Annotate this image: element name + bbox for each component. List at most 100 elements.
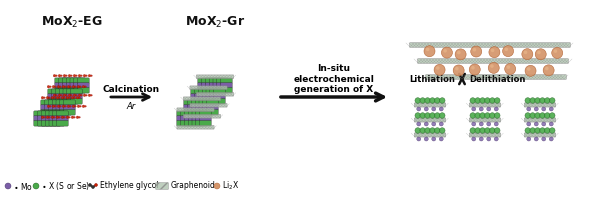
Circle shape [73, 116, 75, 118]
Circle shape [68, 94, 71, 97]
FancyBboxPatch shape [53, 111, 64, 116]
FancyBboxPatch shape [209, 83, 221, 88]
Circle shape [472, 48, 476, 52]
Circle shape [536, 49, 547, 60]
FancyBboxPatch shape [48, 98, 59, 104]
Circle shape [71, 95, 72, 96]
Circle shape [490, 128, 495, 133]
FancyBboxPatch shape [184, 121, 196, 126]
FancyBboxPatch shape [59, 87, 70, 93]
Circle shape [71, 96, 74, 99]
FancyBboxPatch shape [41, 100, 53, 106]
Circle shape [47, 105, 50, 108]
Circle shape [56, 96, 59, 99]
Circle shape [425, 128, 430, 133]
Circle shape [545, 67, 548, 70]
Circle shape [549, 122, 553, 126]
FancyBboxPatch shape [34, 116, 45, 121]
FancyBboxPatch shape [196, 75, 234, 78]
FancyBboxPatch shape [70, 94, 82, 99]
FancyBboxPatch shape [45, 111, 57, 116]
Circle shape [494, 107, 498, 111]
Circle shape [475, 98, 480, 103]
FancyBboxPatch shape [524, 118, 556, 122]
Circle shape [73, 94, 76, 97]
FancyBboxPatch shape [59, 89, 71, 95]
Circle shape [83, 74, 86, 77]
Circle shape [415, 98, 420, 103]
Circle shape [81, 95, 82, 96]
Circle shape [494, 113, 500, 118]
Circle shape [530, 98, 536, 103]
FancyBboxPatch shape [49, 121, 61, 126]
Circle shape [47, 85, 50, 88]
Circle shape [475, 113, 480, 118]
FancyBboxPatch shape [195, 98, 206, 104]
Circle shape [424, 46, 435, 57]
FancyBboxPatch shape [201, 78, 213, 84]
FancyBboxPatch shape [191, 94, 203, 99]
Circle shape [50, 106, 51, 107]
Circle shape [64, 97, 65, 98]
Circle shape [554, 49, 557, 53]
Circle shape [439, 122, 443, 126]
Circle shape [455, 49, 466, 60]
Circle shape [5, 183, 11, 189]
FancyBboxPatch shape [210, 94, 222, 99]
FancyBboxPatch shape [55, 83, 66, 88]
Circle shape [534, 107, 538, 111]
Text: Graphenoid: Graphenoid [171, 181, 216, 190]
FancyBboxPatch shape [41, 105, 53, 110]
Circle shape [550, 128, 555, 133]
FancyBboxPatch shape [56, 105, 67, 110]
FancyBboxPatch shape [207, 105, 218, 110]
FancyBboxPatch shape [217, 83, 228, 88]
Circle shape [439, 107, 443, 111]
Circle shape [425, 113, 430, 118]
Circle shape [487, 107, 491, 111]
FancyBboxPatch shape [220, 83, 232, 88]
Circle shape [494, 128, 500, 133]
Circle shape [527, 67, 531, 71]
Circle shape [472, 107, 476, 111]
FancyBboxPatch shape [200, 116, 211, 121]
Circle shape [81, 75, 82, 76]
Text: Ar: Ar [126, 102, 136, 111]
Circle shape [58, 74, 61, 77]
Circle shape [490, 98, 495, 103]
FancyBboxPatch shape [51, 94, 63, 99]
FancyBboxPatch shape [48, 94, 59, 99]
FancyBboxPatch shape [60, 110, 72, 115]
Circle shape [430, 98, 435, 103]
FancyBboxPatch shape [48, 105, 60, 110]
Circle shape [480, 113, 485, 118]
FancyBboxPatch shape [41, 110, 53, 115]
FancyBboxPatch shape [469, 133, 501, 137]
Circle shape [65, 86, 66, 87]
Circle shape [542, 137, 546, 141]
FancyBboxPatch shape [74, 78, 86, 84]
Circle shape [530, 128, 536, 133]
FancyBboxPatch shape [207, 110, 218, 115]
FancyBboxPatch shape [66, 78, 78, 84]
Circle shape [50, 86, 51, 87]
FancyBboxPatch shape [192, 105, 203, 110]
FancyBboxPatch shape [59, 98, 71, 104]
FancyBboxPatch shape [199, 110, 211, 115]
FancyBboxPatch shape [206, 94, 218, 99]
FancyBboxPatch shape [45, 110, 56, 115]
FancyBboxPatch shape [206, 83, 217, 88]
FancyBboxPatch shape [184, 100, 195, 106]
Circle shape [424, 107, 428, 111]
Circle shape [485, 113, 490, 118]
Circle shape [49, 116, 50, 118]
Circle shape [61, 75, 62, 76]
FancyBboxPatch shape [66, 87, 78, 93]
Circle shape [68, 74, 71, 77]
Circle shape [54, 106, 56, 107]
Circle shape [52, 105, 55, 108]
Circle shape [86, 75, 88, 76]
FancyBboxPatch shape [59, 94, 71, 99]
FancyBboxPatch shape [56, 89, 67, 95]
Circle shape [61, 96, 64, 99]
